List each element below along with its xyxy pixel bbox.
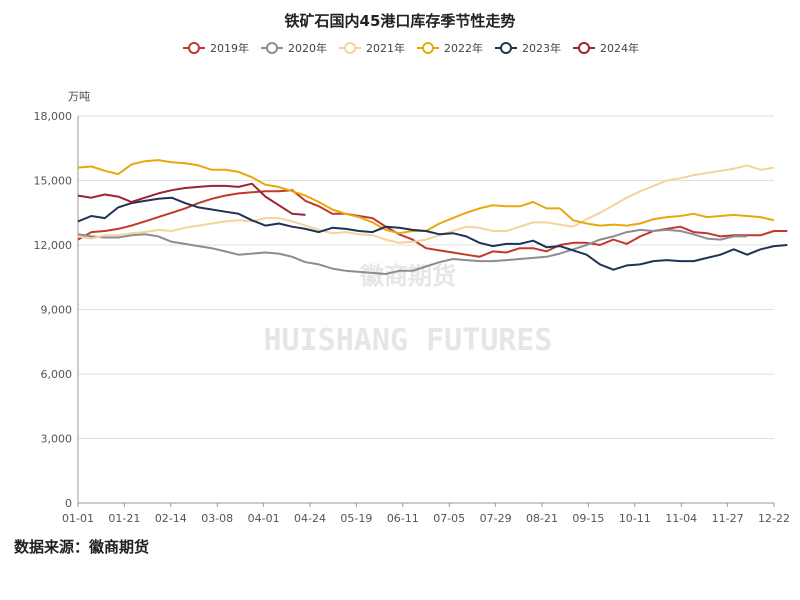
legend-item-2022年[interactable]: 2022年 <box>417 41 483 55</box>
x-tick-label: 03-08 <box>201 512 233 525</box>
y-tick-label: 15,000 <box>34 175 73 188</box>
x-tick-label: 11-27 <box>712 512 744 525</box>
legend-marker <box>188 42 200 54</box>
x-tick-label: 08-21 <box>526 512 558 525</box>
legend-label: 2021年 <box>366 41 405 55</box>
legend-label: 2020年 <box>288 41 327 55</box>
x-tick-label: 01-21 <box>108 512 140 525</box>
legend-marker <box>500 42 512 54</box>
x-tick-label: 07-05 <box>433 512 465 525</box>
series-line-2023年 <box>77 196 788 271</box>
watermark: 徽商期货 HUISHANG FUTURES <box>264 262 553 358</box>
x-tick-label: 06-11 <box>387 512 419 525</box>
x-tick-label: 01-01 <box>62 512 94 525</box>
legend-item-2021年[interactable]: 2021年 <box>339 41 405 55</box>
series-line-2020年 <box>77 228 748 275</box>
y-axis-label: 万吨 <box>68 90 90 103</box>
x-tick-label: 07-29 <box>480 512 512 525</box>
x-tick-label: 12-22 <box>758 512 790 525</box>
y-tick-label: 9,000 <box>41 304 73 317</box>
legend-item-2020年[interactable]: 2020年 <box>261 41 327 55</box>
legend-marker <box>422 42 434 54</box>
legend-label: 2023年 <box>522 41 561 55</box>
y-tick-label: 12,000 <box>34 239 73 252</box>
x-tick-label: 04-01 <box>248 512 280 525</box>
y-tick-label: 0 <box>65 497 72 510</box>
x-tick-label: 09-15 <box>572 512 604 525</box>
legend-item-2023年[interactable]: 2023年 <box>495 41 561 55</box>
y-axis: 0 3,000 6,000 9,000 12,000 15,000 18,000 <box>34 110 79 510</box>
legend-item-2019年[interactable]: 2019年 <box>183 41 249 55</box>
legend-marker <box>578 42 590 54</box>
x-tick-label: 02-14 <box>155 512 187 525</box>
legend-marker <box>266 42 278 54</box>
x-tick-label: 10-11 <box>619 512 651 525</box>
watermark-cn: 徽商期货 <box>359 262 456 290</box>
legend-label: 2024年 <box>600 41 639 55</box>
chart-title: 铁矿石国内45港口库存季节性走势 <box>285 12 516 30</box>
legend-marker <box>344 42 356 54</box>
y-tick-label: 6,000 <box>41 368 73 381</box>
y-tick-label: 3,000 <box>41 433 73 446</box>
legend: 2019年 2020年 2021年 2022年 2023年 2024年 <box>183 41 639 55</box>
y-tick-label: 18,000 <box>34 110 73 123</box>
series-line-2024年 <box>77 182 306 216</box>
watermark-en: HUISHANG FUTURES <box>264 323 553 358</box>
series-line-2022年 <box>77 159 775 235</box>
legend-label: 2019年 <box>210 41 249 55</box>
x-tick-label: 05-19 <box>340 512 372 525</box>
series-group <box>77 159 788 275</box>
source-note: 数据来源：徽商期货 <box>14 538 150 556</box>
x-tick-label: 04-24 <box>294 512 326 525</box>
series-line-2019年 <box>77 189 788 258</box>
x-tick-label: 11-04 <box>665 512 697 525</box>
x-axis: 01-01 01-21 02-14 03-08 04-01 04-24 05-19 06-11… <box>62 503 790 525</box>
legend-item-2024年[interactable]: 2024年 <box>573 41 639 55</box>
series-line-2021年 <box>77 164 775 244</box>
grid-lines <box>78 115 774 504</box>
legend-label: 2022年 <box>444 41 483 55</box>
